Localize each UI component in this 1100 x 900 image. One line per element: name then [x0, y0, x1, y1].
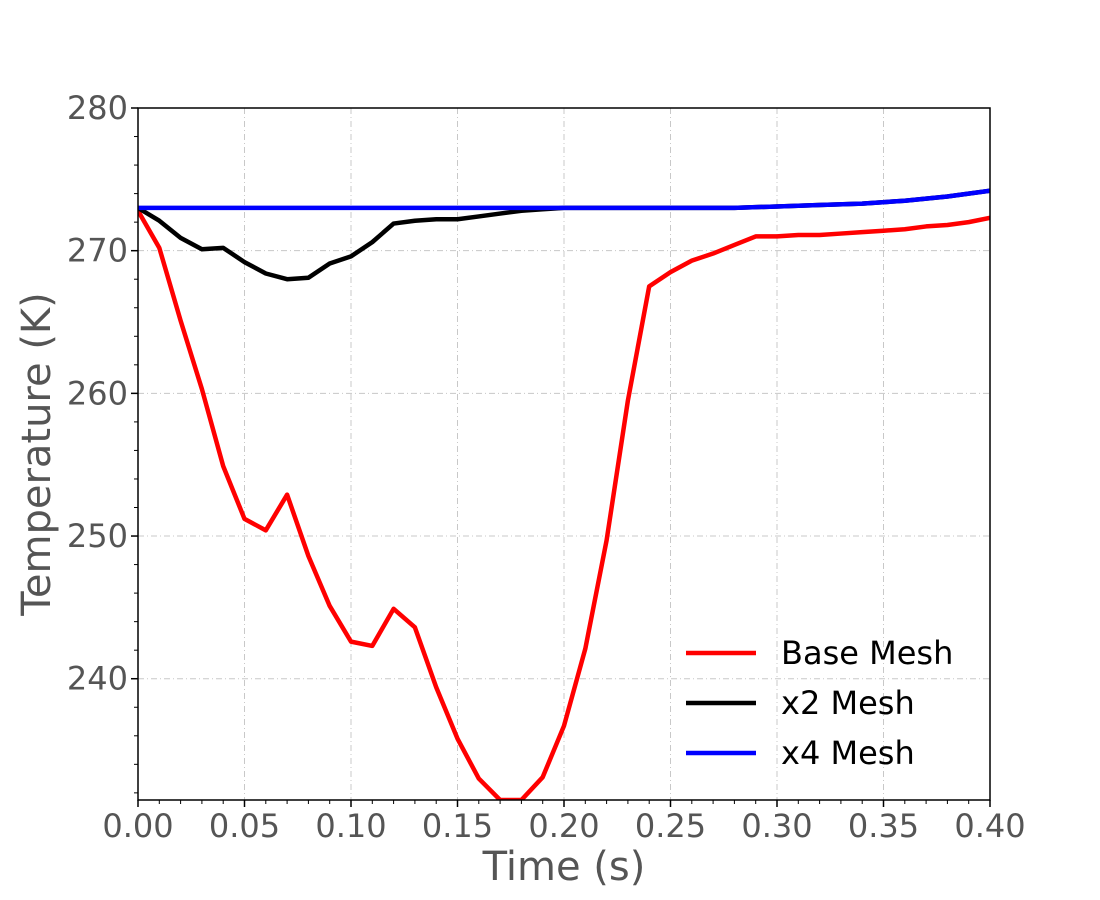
series-line-x4-mesh	[138, 188, 990, 211]
series-line-base-mesh	[138, 208, 990, 800]
legend: Base Mesh x2 Mesh x4 Mesh	[686, 634, 953, 772]
y-tick-label: 240	[67, 660, 128, 698]
x-tick-label: 0.35	[848, 807, 919, 845]
y-tick-label: 250	[67, 517, 128, 555]
x-tick-label: 0.40	[954, 807, 1025, 845]
x-tick-label: 0.15	[422, 807, 493, 845]
legend-label: x2 Mesh	[781, 684, 915, 722]
y-tick-label: 270	[67, 232, 128, 270]
y-tick-label: 280	[67, 89, 128, 127]
legend-label: x4 Mesh	[781, 734, 915, 772]
x-tick-label: 0.00	[102, 807, 173, 845]
x-axis-title: Time (s)	[482, 844, 646, 890]
x-tick-label: 0.05	[209, 807, 280, 845]
x-axis: 0.00 0.05 0.10 0.15 0.20 0.25 0.30 0.35 0.40	[102, 800, 1026, 845]
x-tick-label: 0.20	[528, 807, 599, 845]
x-tick-label: 0.30	[741, 807, 812, 845]
legend-label: Base Mesh	[781, 634, 953, 672]
y-axis-title: Temperature (K)	[14, 292, 60, 617]
x-tick-label: 0.10	[315, 807, 386, 845]
grid	[138, 108, 990, 800]
y-axis: 240 250 260 270 280	[67, 89, 138, 698]
y-tick-label: 260	[67, 374, 128, 412]
series-group	[138, 188, 990, 800]
x-tick-label: 0.25	[635, 807, 706, 845]
